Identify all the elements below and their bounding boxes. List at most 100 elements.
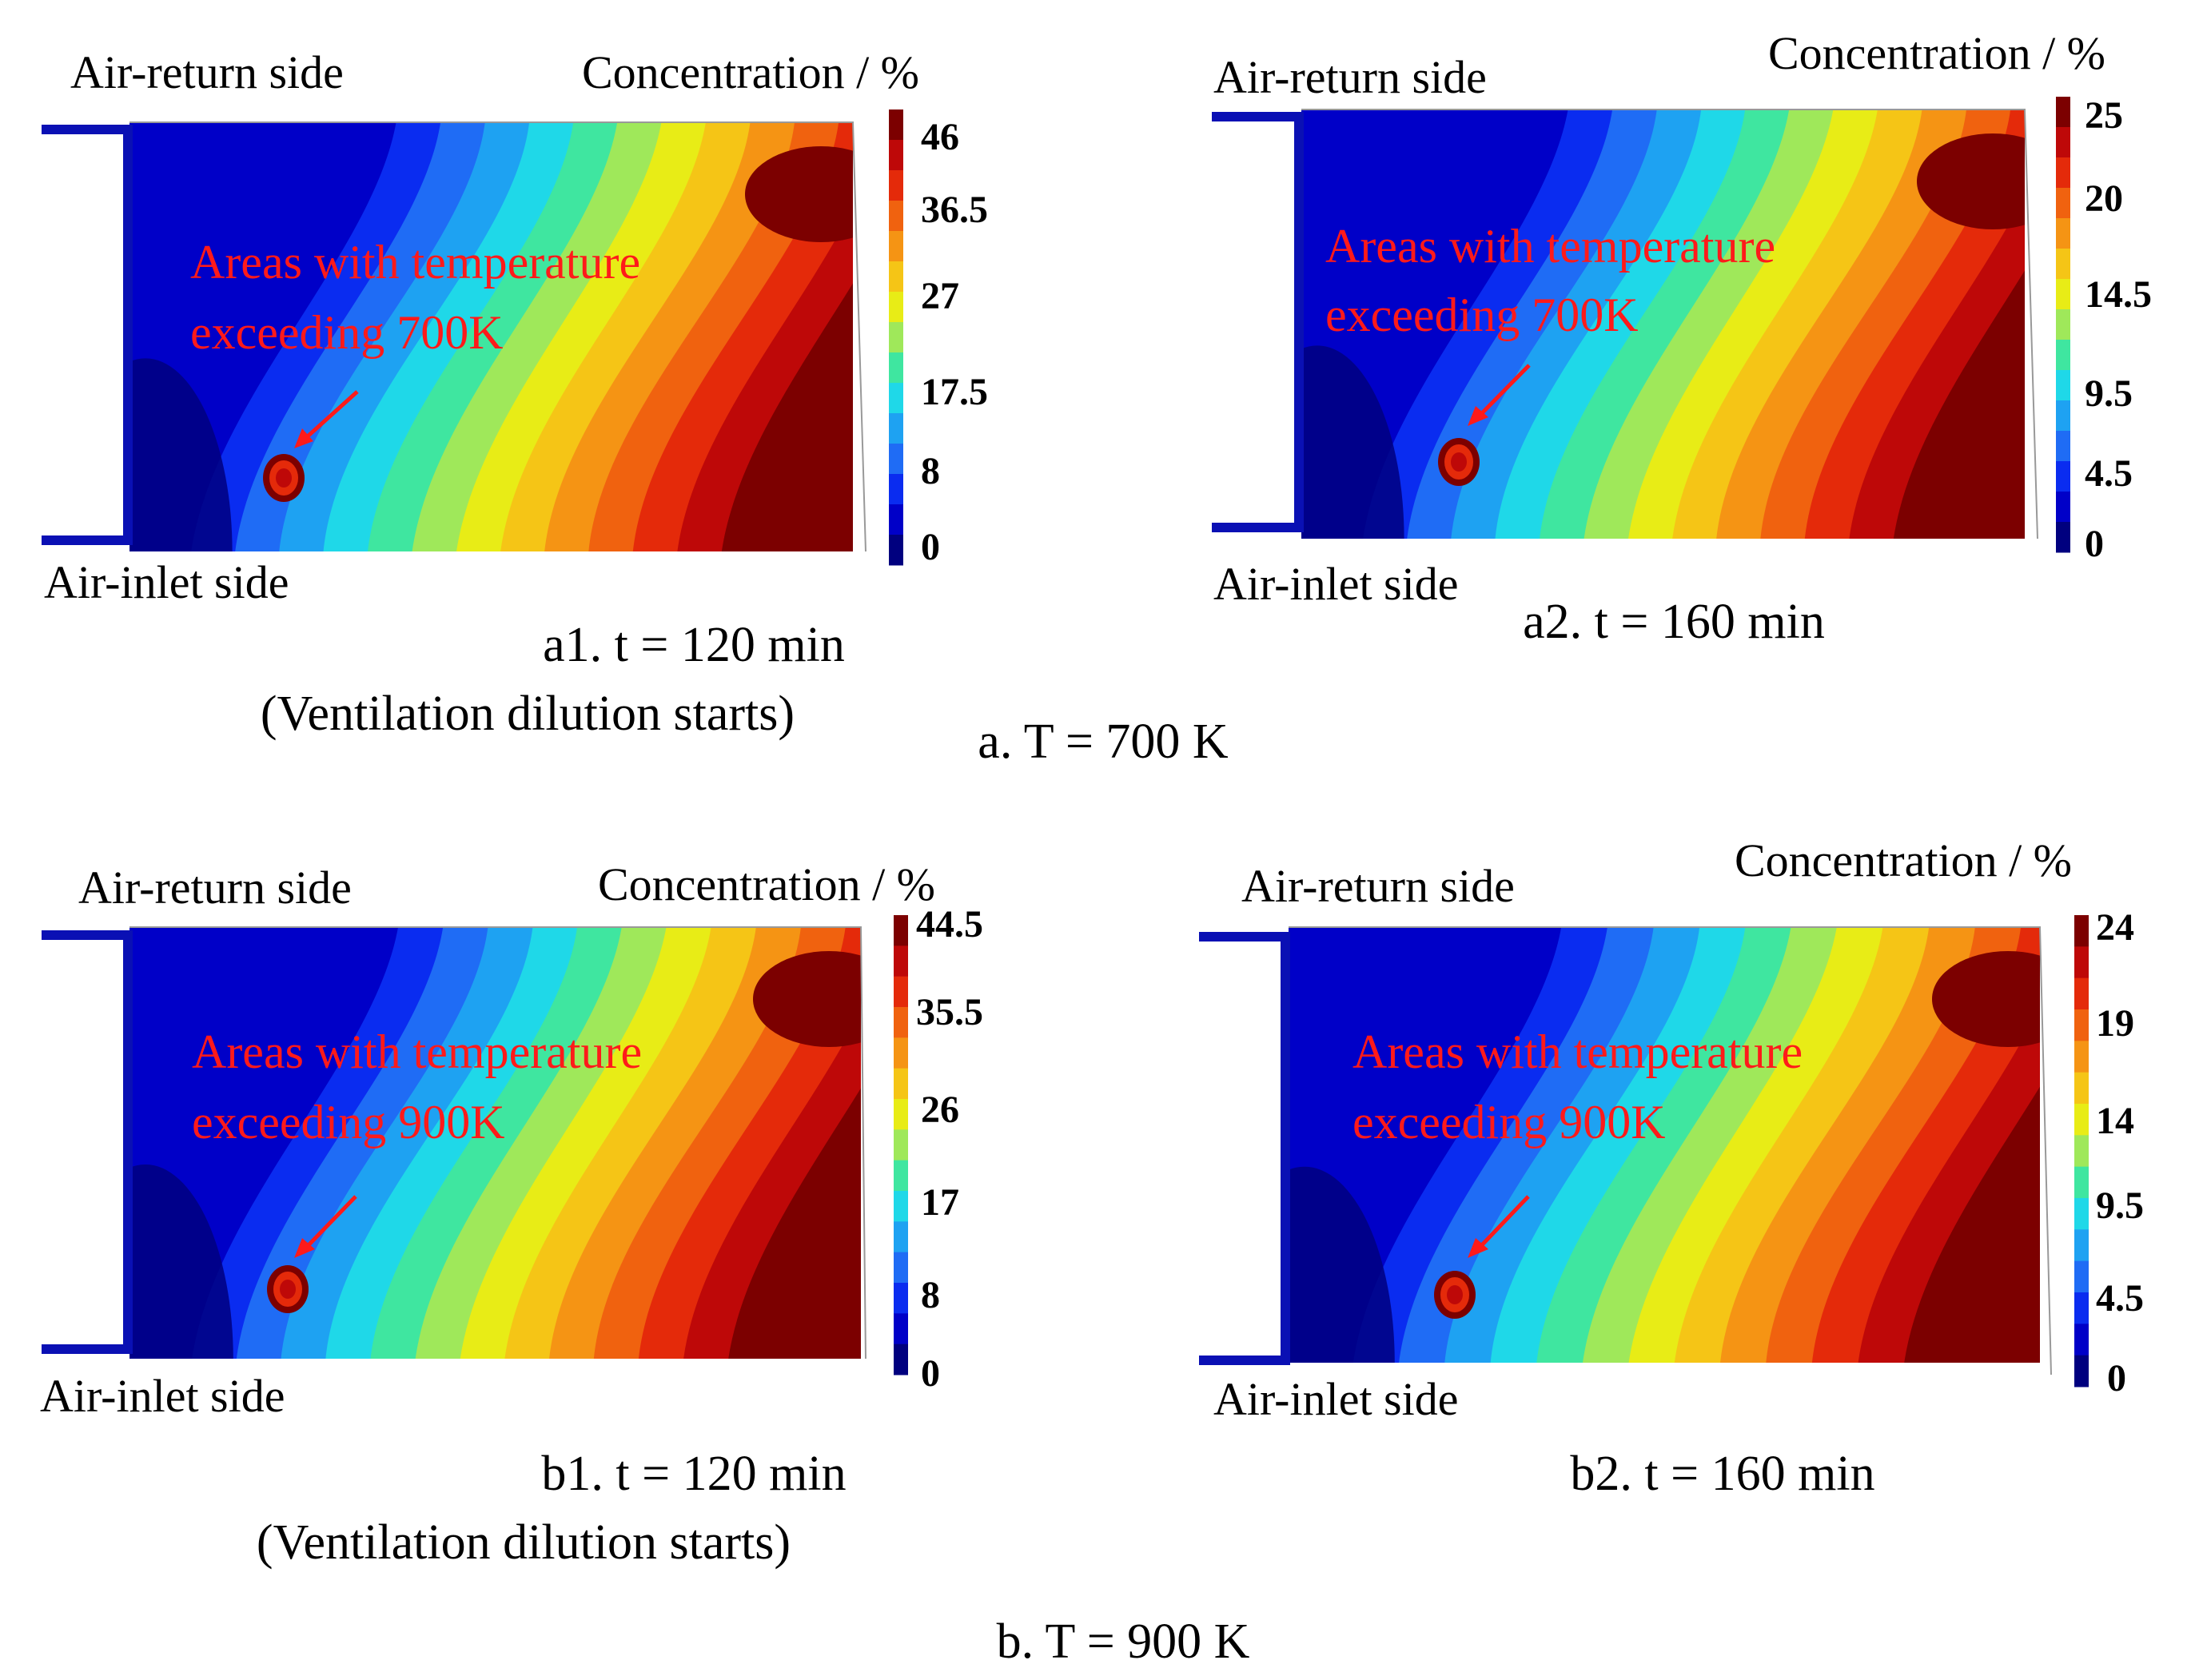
colorbar-segment [889, 352, 903, 384]
annotation-arrow [300, 390, 359, 444]
arrowhead-icon [294, 1238, 315, 1258]
colorbar-segment [894, 1252, 908, 1284]
annotation-text: exceeding 900K [1352, 1096, 1666, 1149]
panel-caption: b2. t = 160 min [1570, 1447, 1874, 1501]
legend-tick: 14.5 [2085, 273, 2152, 316]
colorbar-a1 [889, 109, 903, 566]
colorbar-segment [2056, 522, 2070, 553]
colorbar-segment [894, 1007, 908, 1038]
colorbar-segment [894, 976, 908, 1008]
annotation-arrow [1474, 1195, 1530, 1253]
legend-tick: 20 [2085, 177, 2123, 220]
hot-spot [280, 1280, 296, 1299]
air-return-label: Air-return side [1241, 860, 1515, 912]
colorbar-segment [889, 231, 903, 262]
colorbar-segment [894, 1344, 908, 1375]
legend-tick: 0 [921, 526, 940, 568]
concentration-contour-a1 [129, 122, 853, 551]
legend-tick: 17.5 [921, 371, 988, 413]
air-inlet-label: Air-inlet side [40, 1370, 285, 1422]
legend-title: Concentration / % [1735, 834, 2072, 886]
legend-tick: 0 [921, 1352, 940, 1395]
domain-frame-a1 [129, 121, 866, 552]
colorbar-segment [2056, 97, 2070, 128]
legend-tick: 0 [2085, 523, 2104, 565]
panel-caption-note: (Ventilation dilution starts) [261, 687, 795, 741]
legend-tick: 36.5 [921, 189, 988, 231]
air-return-label: Air-return side [70, 46, 344, 98]
panel-caption: a1. t = 120 min [543, 618, 845, 672]
colorbar-segment [2074, 977, 2089, 1010]
colorbar-segment [2056, 461, 2070, 492]
contour-band [1932, 951, 2040, 1047]
colorbar-segment [2056, 157, 2070, 189]
legend-title: Concentration / % [582, 46, 919, 98]
annotation-text: exceeding 700K [1325, 289, 1639, 341]
colorbar-segment [894, 1068, 908, 1100]
legend-tick: 4.5 [2096, 1277, 2144, 1320]
colorbar-segment [894, 1221, 908, 1253]
colorbar-segment [2056, 218, 2070, 249]
legend-tick: 19 [2096, 1002, 2134, 1045]
duct-b1 [42, 930, 133, 1354]
legend-tick: 14 [2096, 1100, 2134, 1142]
legend-tick: 35.5 [916, 991, 983, 1033]
colorbar-segment [889, 261, 903, 293]
arrowhead-icon [1468, 406, 1488, 426]
annotation-arrow [301, 1195, 357, 1253]
colorbar-segment [889, 292, 903, 323]
colorbar-segment [2056, 400, 2070, 432]
colorbar-segment [889, 444, 903, 475]
colorbar-segment [2056, 309, 2070, 340]
colorbar-segment [2074, 1041, 2089, 1073]
colorbar-segment [2074, 1198, 2089, 1230]
annotation-text: Areas with temperature [192, 1025, 642, 1078]
panel-a2: 25 20 14.5 9.5 4.5 0 Concentration / % A… [1212, 27, 2152, 649]
domain-frame-a2 [1301, 109, 2038, 539]
contour-band [1917, 133, 2025, 229]
colorbar-segment [894, 1313, 908, 1345]
legend-tick: 0 [2107, 1357, 2126, 1399]
concentration-contour-a2 [1301, 109, 2025, 539]
colorbar-segment [894, 1099, 908, 1130]
domain-frame-b1 [129, 926, 866, 1360]
colorbar-b2 [2074, 915, 2089, 1387]
annotation-text: exceeding 700K [190, 306, 504, 359]
legend-tick: 8 [921, 450, 940, 492]
annotation-text: exceeding 900K [192, 1096, 505, 1149]
colorbar-segment [2056, 340, 2070, 371]
panel-b1: 44.5 35.5 26 17 8 0 Concentration / % Ai… [40, 858, 983, 1570]
colorbar-segment [2074, 1072, 2089, 1105]
colorbar-segment [2056, 188, 2070, 219]
colorbar-segment [2056, 370, 2070, 401]
duct-a1 [42, 125, 133, 545]
panel-a1: 46 36.5 27 17.5 8 0 Concentration / % Ai… [42, 46, 988, 741]
hot-spot [276, 468, 292, 488]
legend-tick: 25 [2085, 94, 2123, 137]
contour-band [753, 951, 861, 1047]
colorbar-segment [889, 504, 903, 535]
colorbar-segment [2056, 492, 2070, 523]
annotation-text: Areas with temperature [1352, 1025, 1803, 1078]
colorbar-segment [2074, 1355, 2089, 1387]
colorbar-segment [2074, 1104, 2089, 1136]
hot-spot [1447, 1285, 1463, 1304]
legend-tick: 9.5 [2085, 372, 2133, 415]
colorbar-segment [889, 170, 903, 201]
colorbar-b1 [894, 915, 908, 1375]
legend-tick: 9.5 [2096, 1184, 2144, 1227]
colorbar-segment [2056, 127, 2070, 158]
legend-tick: 27 [921, 275, 959, 317]
colorbar-segment [889, 535, 903, 566]
legend-tick: 44.5 [916, 903, 983, 945]
colorbar-segment [894, 1191, 908, 1222]
panel-caption: b1. t = 120 min [541, 1447, 846, 1501]
contour-band [1894, 270, 2025, 539]
colorbar-segment [2056, 431, 2070, 462]
annotation-text: Areas with temperature [190, 236, 640, 289]
air-inlet-label: Air-inlet side [1213, 1373, 1458, 1425]
panel-b2: 24 19 14 9.5 4.5 0 Concentration / % Air… [1199, 834, 2144, 1501]
colorbar-segment [894, 1129, 908, 1161]
air-inlet-label: Air-inlet side [1213, 558, 1458, 610]
